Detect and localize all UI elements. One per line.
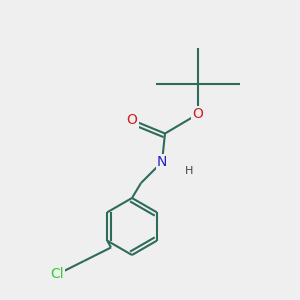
- Text: H: H: [185, 166, 193, 176]
- Text: Cl: Cl: [50, 268, 64, 281]
- Text: O: O: [127, 113, 137, 127]
- Text: O: O: [193, 107, 203, 121]
- Text: N: N: [157, 155, 167, 169]
